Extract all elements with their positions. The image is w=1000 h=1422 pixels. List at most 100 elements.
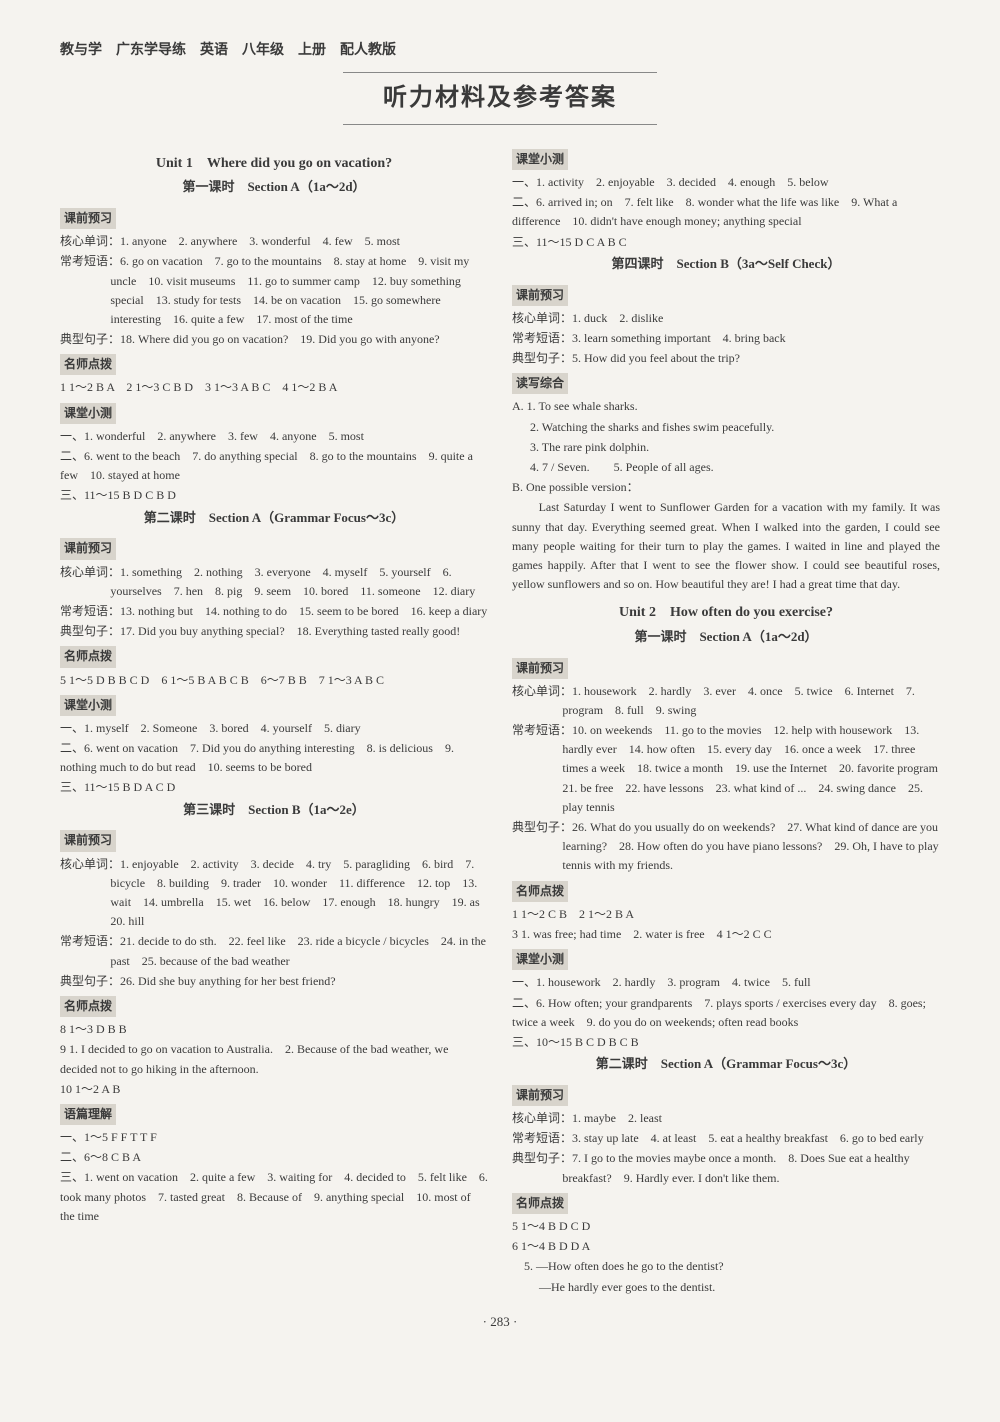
label: 核心单词： [60, 234, 120, 248]
u1p2-preview: 课前预习 [60, 538, 116, 559]
right-column: 课堂小测 一、1. activity 2. enjoyable 3. decid… [512, 145, 940, 1298]
u2p1-kt-san: 三、10～15 B C D B C B [512, 1033, 940, 1052]
u1p2-dianxing: 典型句子：17. Did you buy anything special? 1… [60, 622, 488, 641]
u1p3-ketang: 课堂小测 [512, 149, 568, 170]
u1p4-preview: 课前预习 [512, 285, 568, 306]
u2p2-m3: 5. —How often does he go to the dentist? [512, 1257, 940, 1276]
u2p1-m2: 3 1. was free; had time 2. water is free… [512, 925, 940, 944]
left-column: Unit 1 Where did you go on vacation? 第一课… [60, 145, 488, 1298]
u1p2-ketang: 课堂小测 [60, 695, 116, 716]
content: 7. I go to the movies maybe once a month… [562, 1151, 909, 1184]
u1p3-changkao: 常考短语：21. decide to do sth. 22. feel like… [60, 932, 488, 970]
label: 核心单词： [512, 1111, 572, 1125]
u1p3-m1: 8 1～3 D B B [60, 1020, 488, 1039]
u1p3-nine: 9 1. I decided to go on vacation to Aust… [60, 1040, 488, 1078]
u1p4-bhead: B. One possible version： [512, 478, 940, 497]
content: 5. How did you feel about the trip? [572, 351, 740, 365]
unit2-title: Unit 2 How often do you exercise? [512, 602, 940, 624]
u1p3-title: 第三课时 Section B（1a～2e） [60, 800, 488, 821]
label: 典型句子： [512, 820, 572, 834]
u1p4-dianxing: 典型句子：5. How did you feel about the trip? [512, 349, 940, 368]
u2p1-dianxing: 典型句子：26. What do you usually do on weeke… [512, 818, 940, 876]
u2p2-dianxing: 典型句子：7. I go to the movies maybe once a … [512, 1149, 940, 1187]
u2p1-ketang: 课堂小测 [512, 949, 568, 970]
content: 21. decide to do sth. 22. feel like 23. … [110, 934, 486, 967]
u1p3-yupian: 语篇理解 [60, 1104, 116, 1125]
u2p1-m1: 1 1～2 C B 2 1～2 B A [512, 905, 940, 924]
label: 核心单词： [512, 684, 572, 698]
u1p1-ketang: 课堂小测 [60, 403, 116, 424]
content: 1. enjoyable 2. activity 3. decide 4. tr… [110, 857, 491, 929]
label: 核心单词： [60, 857, 120, 871]
u2p1-changkao: 常考短语：10. on weekends 11. go to the movie… [512, 721, 940, 817]
u2p1-mingshi: 名师点拨 [512, 881, 568, 902]
content: 1. housework 2. hardly 3. ever 4. once 5… [562, 684, 915, 717]
u2p2-hexin: 核心单词：1. maybe 2. least [512, 1109, 940, 1128]
label: 常考短语： [512, 331, 572, 345]
label: 典型句子： [512, 351, 572, 365]
content: 26. What do you usually do on weekends? … [562, 820, 938, 872]
u1p4-changkao: 常考短语：3. learn something important 4. bri… [512, 329, 940, 348]
u2p2-preview: 课前预习 [512, 1085, 568, 1106]
u1p3-kt-er: 二、6. arrived in; on 7. felt like 8. wond… [512, 193, 940, 231]
u1p1-mingshi: 名师点拨 [60, 354, 116, 375]
label: 常考短语： [60, 604, 120, 618]
content: 1. anyone 2. anywhere 3. wonderful 4. fe… [120, 234, 400, 248]
content: 17. Did you buy anything special? 18. Ev… [120, 624, 460, 638]
u1p3-kt-yi: 一、1. activity 2. enjoyable 3. decided 4.… [512, 173, 940, 192]
u1p3-ten: 10 1～2 A B [60, 1080, 488, 1099]
u1p1-changkao: 常考短语：6. go on vacation 7. go to the moun… [60, 252, 488, 329]
page-number: · 283 · [60, 1312, 940, 1333]
u1p1-preview: 课前预习 [60, 208, 116, 229]
label: 常考短语： [60, 254, 120, 268]
u2p2-m1: 5 1～4 B D C D [512, 1217, 940, 1236]
u1p4-a4: 4. 7 / Seven. 5. People of all ages. [512, 458, 940, 477]
book-header: 教与学 广东学导练 英语 八年级 上册 配人教版 [60, 40, 940, 62]
u1p1-mingshi-ans: 1 1～2 B A 2 1～3 C B D 3 1～3 A B C 4 1～2 … [60, 378, 488, 397]
u1p3-mingshi: 名师点拨 [60, 996, 116, 1017]
u1p1-dianxing: 典型句子：18. Where did you go on vacation? 1… [60, 330, 488, 349]
title-banner: 听力材料及参考答案 [60, 72, 940, 124]
content: 18. Where did you go on vacation? 19. Di… [120, 332, 440, 346]
u1p2-mingshi-ans: 5 1～5 D B B C D 6 1～5 B A B C B 6～7 B B … [60, 671, 488, 690]
u1p4-a2: 2. Watching the sharks and fishes swim p… [512, 418, 940, 437]
u1p3-yp-san: 三、1. went on vacation 2. quite a few 3. … [60, 1168, 488, 1226]
u1p3-yp-yi: 一、1～5 F F T T F [60, 1128, 488, 1147]
content: 3. learn something important 4. bring ba… [572, 331, 786, 345]
u2p1-hexin: 核心单词：1. housework 2. hardly 3. ever 4. o… [512, 682, 940, 720]
label: 典型句子： [60, 624, 120, 638]
label: 典型句子： [512, 1151, 572, 1165]
label: 常考短语： [512, 723, 572, 737]
u2p2-title: 第二课时 Section A（Grammar Focus～3c） [512, 1054, 940, 1075]
u1p4-hexin: 核心单词：1. duck 2. dislike [512, 309, 940, 328]
unit1-title: Unit 1 Where did you go on vacation? [60, 153, 488, 175]
u2p2-m2: 6 1～4 B D D A [512, 1237, 940, 1256]
content: 3. stay up late 4. at least 5. eat a hea… [572, 1131, 924, 1145]
u1p4-a1: A. 1. To see whale sharks. [512, 397, 940, 416]
u2p2-changkao: 常考短语：3. stay up late 4. at least 5. eat … [512, 1129, 940, 1148]
u1p1-hexin: 核心单词：1. anyone 2. anywhere 3. wonderful … [60, 232, 488, 251]
content: 6. go on vacation 7. go to the mountains… [110, 254, 469, 326]
content: 13. nothing but 14. nothing to do 15. se… [120, 604, 487, 618]
label: 常考短语： [60, 934, 120, 948]
u2p1-preview: 课前预习 [512, 658, 568, 679]
content: 1. maybe 2. least [572, 1111, 662, 1125]
u1p2-changkao: 常考短语：13. nothing but 14. nothing to do 1… [60, 602, 488, 621]
label: 核心单词： [60, 565, 120, 579]
u2p1-kt-er: 二、6. How often; your grandparents 7. pla… [512, 994, 940, 1032]
u1p3-hexin: 核心单词：1. enjoyable 2. activity 3. decide … [60, 855, 488, 932]
label: 典型句子： [60, 974, 120, 988]
u1p4-title: 第四课时 Section B（3a～Self Check） [512, 254, 940, 275]
u2p2-m4: —He hardly ever goes to the dentist. [512, 1278, 940, 1297]
u1p2-title: 第二课时 Section A（Grammar Focus～3c） [60, 508, 488, 529]
u1p2-mingshi: 名师点拨 [60, 646, 116, 667]
u2p1-kt-yi: 一、1. housework 2. hardly 3. program 4. t… [512, 973, 940, 992]
u1p2-kt-san: 三、11～15 B D A C D [60, 778, 488, 797]
label: 典型句子： [60, 332, 120, 346]
u1p1-kt-san: 三、11～15 B D C B D [60, 486, 488, 505]
u1p2-hexin: 核心单词：1. something 2. nothing 3. everyone… [60, 563, 488, 601]
u1p4-duxie: 读写综合 [512, 373, 568, 394]
u2p1-title: 第一课时 Section A（1a～2d） [512, 627, 940, 648]
u1p1-kt-yi: 一、1. wonderful 2. anywhere 3. few 4. any… [60, 427, 488, 446]
u1p3-preview: 课前预习 [60, 830, 116, 851]
